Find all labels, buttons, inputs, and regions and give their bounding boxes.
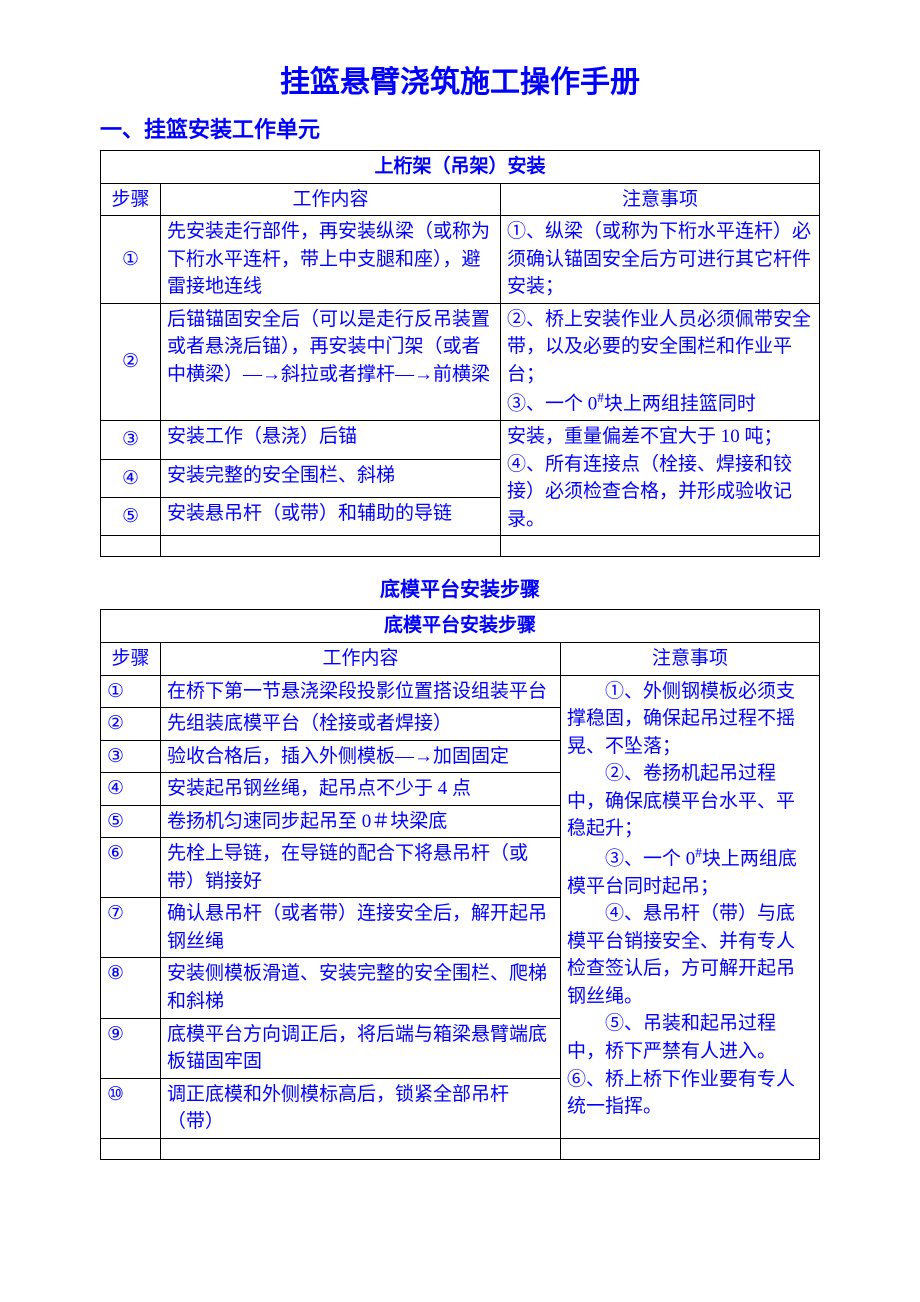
work-cell: 在桥下第一节悬浇梁段投影位置搭设组装平台 (161, 675, 561, 708)
work-cell: 后锚锚固安全后（可以是走行反吊装置或者悬浇后锚），再安装中门架（或者中横梁）—→… (161, 303, 501, 421)
step-cell: ⑧ (101, 958, 161, 1018)
work-cell: 安装起吊钢丝绳，起吊点不少于 4 点 (161, 773, 561, 806)
col-header-notes: 注意事项 (561, 642, 820, 675)
step-cell: ⑨ (101, 1018, 161, 1078)
col-header-work: 工作内容 (161, 183, 501, 216)
step-cell: ⑤ (101, 805, 161, 838)
notes-cell: ①、纵梁（或称为下桁水平连杆）必须确认锚固安全后方可进行其它杆件安装； (501, 216, 820, 304)
notes-sup: # (597, 390, 604, 405)
empty-cell (101, 536, 161, 557)
col-header-step: 步骤 (101, 183, 161, 216)
step-cell: ② (101, 303, 161, 421)
empty-cell (501, 536, 820, 557)
work-cell: 先组装底模平台（栓接或者焊接） (161, 708, 561, 741)
table-bottom-platform-install: 底模平台安装步骤 步骤 工作内容 注意事项 ① 在桥下第一节悬浇梁段投影位置搭设… (100, 609, 820, 1159)
step-cell: ① (101, 675, 161, 708)
step-cell: ④ (101, 459, 161, 497)
notes-text: ③、一个 0#块上两组底模平台同时起吊； (567, 843, 813, 900)
step-cell: ⑦ (101, 898, 161, 958)
table-row: 步骤 工作内容 注意事项 (101, 642, 820, 675)
notes-text: ⑤、吊装和起吊过程中，桥下严禁有人进入。 (567, 1010, 813, 1065)
work-cell: 安装悬吊杆（或带）和辅助的导链 (161, 498, 501, 536)
col-header-work: 工作内容 (161, 642, 561, 675)
work-cell: 安装完整的安全围栏、斜梯 (161, 459, 501, 497)
work-cell: 安装工作（悬浇）后锚 (161, 421, 501, 459)
table-row: ① 在桥下第一节悬浇梁段投影位置搭设组装平台 ①、外侧钢模板必须支撑稳固，确保起… (101, 675, 820, 708)
notes-text: ④、悬吊杆（带）与底模平台销接安全、并有专人检查签认后，方可解开起吊钢丝绳。 (567, 900, 813, 1010)
step-cell: ③ (101, 740, 161, 773)
notes-cell: 安装，重量偏差不宜大于 10 吨； ④、所有连接点（栓接、焊接和铰接）必须检查合… (501, 421, 820, 536)
step-cell: ⑩ (101, 1078, 161, 1138)
table-row: 步骤 工作内容 注意事项 (101, 183, 820, 216)
empty-cell (561, 1138, 820, 1159)
subheading-bottom-platform: 底模平台安装步骤 (100, 575, 820, 605)
step-cell: ④ (101, 773, 161, 806)
work-cell: 卷扬机匀速同步起吊至 0＃块梁底 (161, 805, 561, 838)
notes-text: ③、一个 0 (507, 394, 597, 415)
table-caption: 上桁架（吊架）安装 (101, 151, 820, 184)
empty-cell (161, 1138, 561, 1159)
table-top-truss-install: 上桁架（吊架）安装 步骤 工作内容 注意事项 ① 先安装走行部件，再安装纵梁（或… (100, 150, 820, 557)
table-caption: 底模平台安装步骤 (101, 610, 820, 643)
table-row: ③ 安装工作（悬浇）后锚 安装，重量偏差不宜大于 10 吨； ④、所有连接点（栓… (101, 421, 820, 459)
notes-text: ②、卷扬机起吊过程中，确保底模平台水平、平稳起升； (567, 760, 813, 843)
step-cell: ⑤ (101, 498, 161, 536)
work-cell: 先安装走行部件，再安装纵梁（或称为下桁水平连杆，带上中支腿和座），避雷接地连线 (161, 216, 501, 304)
table-row: ② 后锚锚固安全后（可以是走行反吊装置或者悬浇后锚），再安装中门架（或者中横梁）… (101, 303, 820, 421)
work-cell: 确认悬吊杆（或者带）连接安全后，解开起吊钢丝绳 (161, 898, 561, 958)
work-cell: 底模平台方向调正后，将后端与箱梁悬臂端底板锚固牢固 (161, 1018, 561, 1078)
notes-text: ⑥、桥上桥下作业要有专人统一指挥。 (567, 1066, 813, 1121)
table-row: 上桁架（吊架）安装 (101, 151, 820, 184)
notes-text: ②、桥上安装作业人员必须佩带安全带，以及必要的安全围栏和作业平台； (507, 309, 811, 385)
empty-cell (101, 1138, 161, 1159)
notes-text: ①、外侧钢模板必须支撑稳固，确保起吊过程不摇晃、不坠落； (567, 678, 813, 761)
col-header-step: 步骤 (101, 642, 161, 675)
notes-cell: ②、桥上安装作业人员必须佩带安全带，以及必要的安全围栏和作业平台； ③、一个 0#… (501, 303, 820, 421)
table-row (101, 536, 820, 557)
notes-text: 块上两组挂篮同时 (604, 394, 756, 415)
notes-text: ③、一个 0 (567, 848, 695, 869)
empty-cell (161, 536, 501, 557)
step-cell: ① (101, 216, 161, 304)
document-title: 挂篮悬臂浇筑施工操作手册 (100, 60, 820, 105)
step-cell: ③ (101, 421, 161, 459)
col-header-notes: 注意事项 (501, 183, 820, 216)
step-cell: ② (101, 708, 161, 741)
table-row: 底模平台安装步骤 (101, 610, 820, 643)
work-cell: 安装侧模板滑道、安装完整的安全围栏、爬梯和斜梯 (161, 958, 561, 1018)
notes-cell: ①、外侧钢模板必须支撑稳固，确保起吊过程不摇晃、不坠落； ②、卷扬机起吊过程中，… (561, 675, 820, 1138)
notes-sup: # (695, 845, 702, 860)
section-heading-1: 一、挂篮安装工作单元 (100, 113, 820, 146)
work-cell: 调正底模和外侧模标高后，锁紧全部吊杆（带） (161, 1078, 561, 1138)
work-cell: 先栓上导链，在导链的配合下将悬吊杆（或带）销接好 (161, 838, 561, 898)
table-row: ① 先安装走行部件，再安装纵梁（或称为下桁水平连杆，带上中支腿和座），避雷接地连… (101, 216, 820, 304)
table-row (101, 1138, 820, 1159)
work-cell: 验收合格后，插入外侧模板—→加固固定 (161, 740, 561, 773)
step-cell: ⑥ (101, 838, 161, 898)
